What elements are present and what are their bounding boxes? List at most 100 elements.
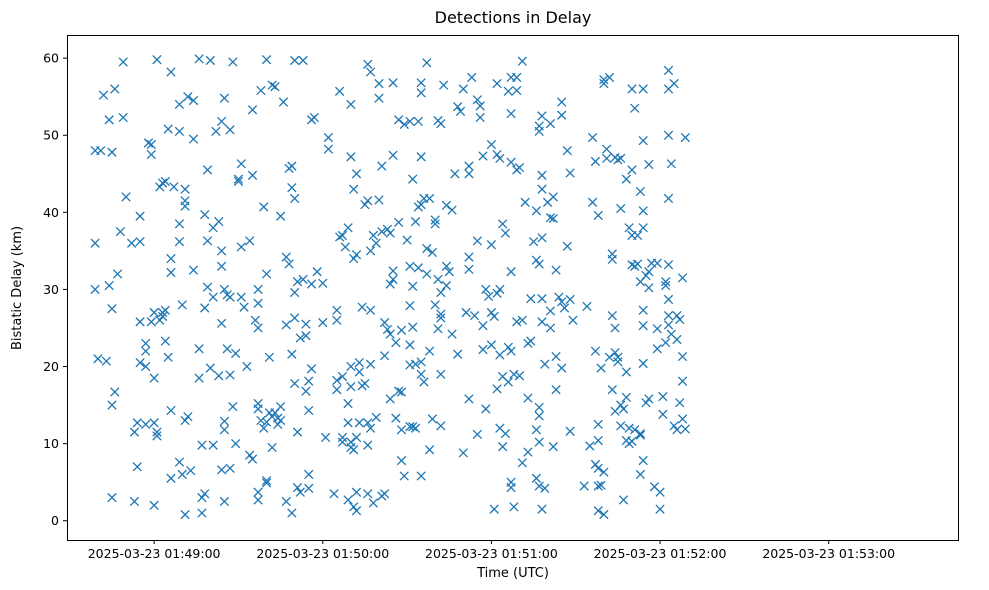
data-point [464, 264, 474, 275]
data-point [152, 55, 162, 65]
data-point [526, 336, 536, 346]
data-point [472, 236, 483, 246]
data-point [163, 352, 173, 362]
data-point [141, 419, 151, 430]
data-point [680, 132, 691, 143]
data-point [388, 274, 398, 285]
data-point [174, 457, 185, 467]
data-point [292, 482, 303, 493]
data-point [638, 305, 648, 315]
data-point [416, 152, 426, 162]
data-point [635, 469, 646, 480]
data-point [675, 314, 685, 325]
data-point [160, 176, 171, 187]
data-point [281, 252, 291, 262]
data-point [332, 305, 342, 315]
data-point [396, 425, 407, 435]
data-point [135, 211, 145, 221]
data-point [677, 351, 688, 362]
data-point [481, 284, 491, 295]
data-point [304, 483, 314, 494]
data-point [242, 361, 252, 372]
data-point [475, 101, 485, 111]
data-point [306, 364, 317, 374]
data-point [287, 182, 297, 193]
data-point [461, 307, 471, 318]
data-point [424, 193, 435, 204]
data-point [408, 281, 418, 292]
data-point [351, 250, 362, 260]
data-point [267, 442, 277, 453]
data-point [436, 287, 446, 298]
data-point [534, 259, 544, 269]
data-point [166, 267, 176, 278]
data-point [334, 86, 345, 96]
data-point [205, 55, 216, 66]
data-point [253, 298, 263, 308]
data-point [264, 352, 275, 362]
data-point [388, 78, 398, 88]
data-point [520, 197, 530, 207]
data-point [363, 489, 373, 499]
data-point [298, 55, 308, 66]
data-point [408, 174, 418, 184]
data-point [121, 192, 131, 202]
data-point [464, 252, 474, 262]
data-point [295, 333, 305, 343]
data-point [483, 291, 494, 302]
data-point [621, 174, 631, 184]
data-point [194, 373, 204, 383]
data-point [202, 282, 213, 292]
data-point [441, 261, 452, 271]
data-point [329, 489, 339, 499]
data-point [464, 169, 474, 179]
data-point [194, 344, 204, 354]
data-point [495, 284, 505, 295]
data-point [337, 230, 348, 241]
data-point [219, 284, 230, 295]
data-point [236, 292, 246, 302]
data-point [96, 145, 106, 156]
data-point [506, 108, 516, 119]
data-point [301, 386, 311, 396]
data-point [447, 329, 457, 339]
data-point [385, 329, 395, 339]
data-point [382, 224, 393, 234]
data-point [436, 119, 446, 129]
data-point [644, 159, 654, 170]
data-point [416, 78, 426, 88]
data-point [621, 392, 631, 403]
data-point [382, 324, 393, 335]
data-point [638, 358, 648, 369]
data-point [410, 423, 421, 433]
data-point [669, 78, 679, 89]
data-point [197, 440, 207, 450]
data-point [551, 265, 561, 275]
data-point [489, 504, 499, 514]
data-point [174, 99, 185, 110]
data-point [475, 112, 485, 123]
data-point [365, 246, 376, 256]
data-point [261, 478, 272, 488]
data-point [655, 504, 665, 514]
data-point [253, 487, 263, 497]
data-point [503, 342, 513, 352]
data-point [290, 378, 300, 389]
data-point [534, 481, 544, 491]
data-point [301, 331, 311, 341]
data-point [478, 321, 488, 331]
data-point [410, 359, 421, 369]
data-point [604, 352, 615, 362]
data-point [219, 496, 230, 507]
data-point [548, 442, 558, 452]
data-point [298, 274, 308, 285]
data-point [663, 320, 674, 330]
y-tick-label: 10 [43, 436, 59, 451]
data-point [343, 223, 353, 233]
data-point [363, 59, 373, 69]
data-point [126, 238, 137, 248]
data-point [225, 370, 235, 380]
data-point [638, 455, 648, 466]
data-point [357, 302, 367, 312]
data-point [349, 184, 359, 194]
